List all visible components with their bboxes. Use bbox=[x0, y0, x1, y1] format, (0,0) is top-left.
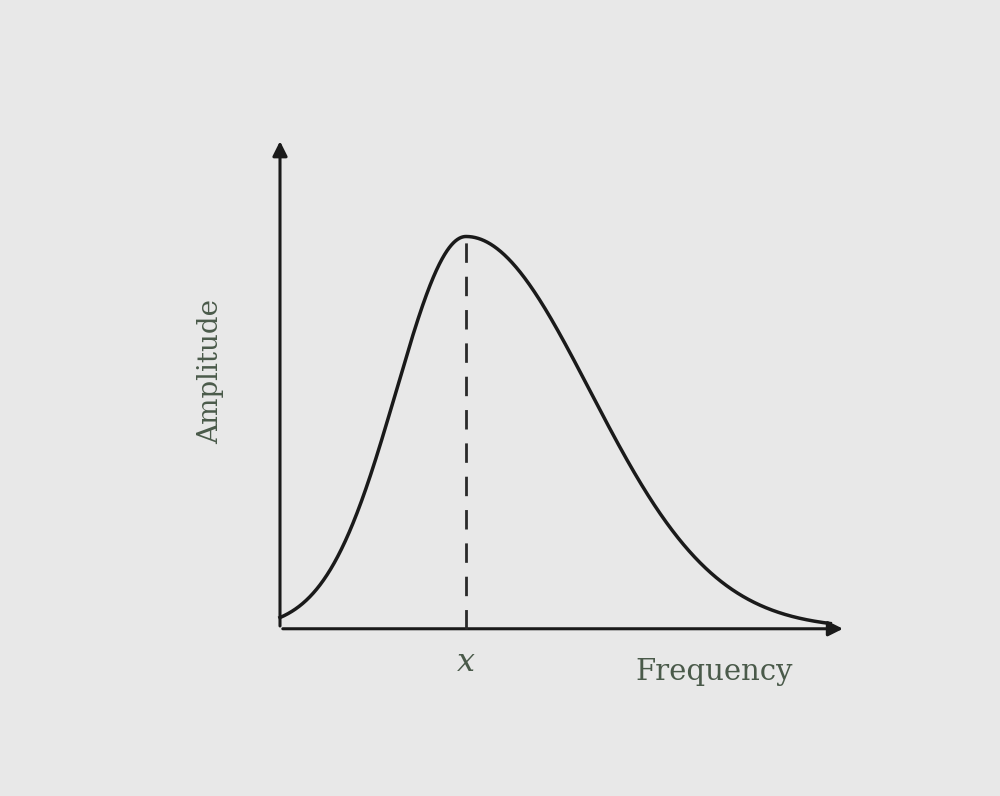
Text: Frequency: Frequency bbox=[635, 657, 793, 685]
Text: Amplitude: Amplitude bbox=[197, 298, 224, 444]
Text: x: x bbox=[457, 647, 475, 678]
